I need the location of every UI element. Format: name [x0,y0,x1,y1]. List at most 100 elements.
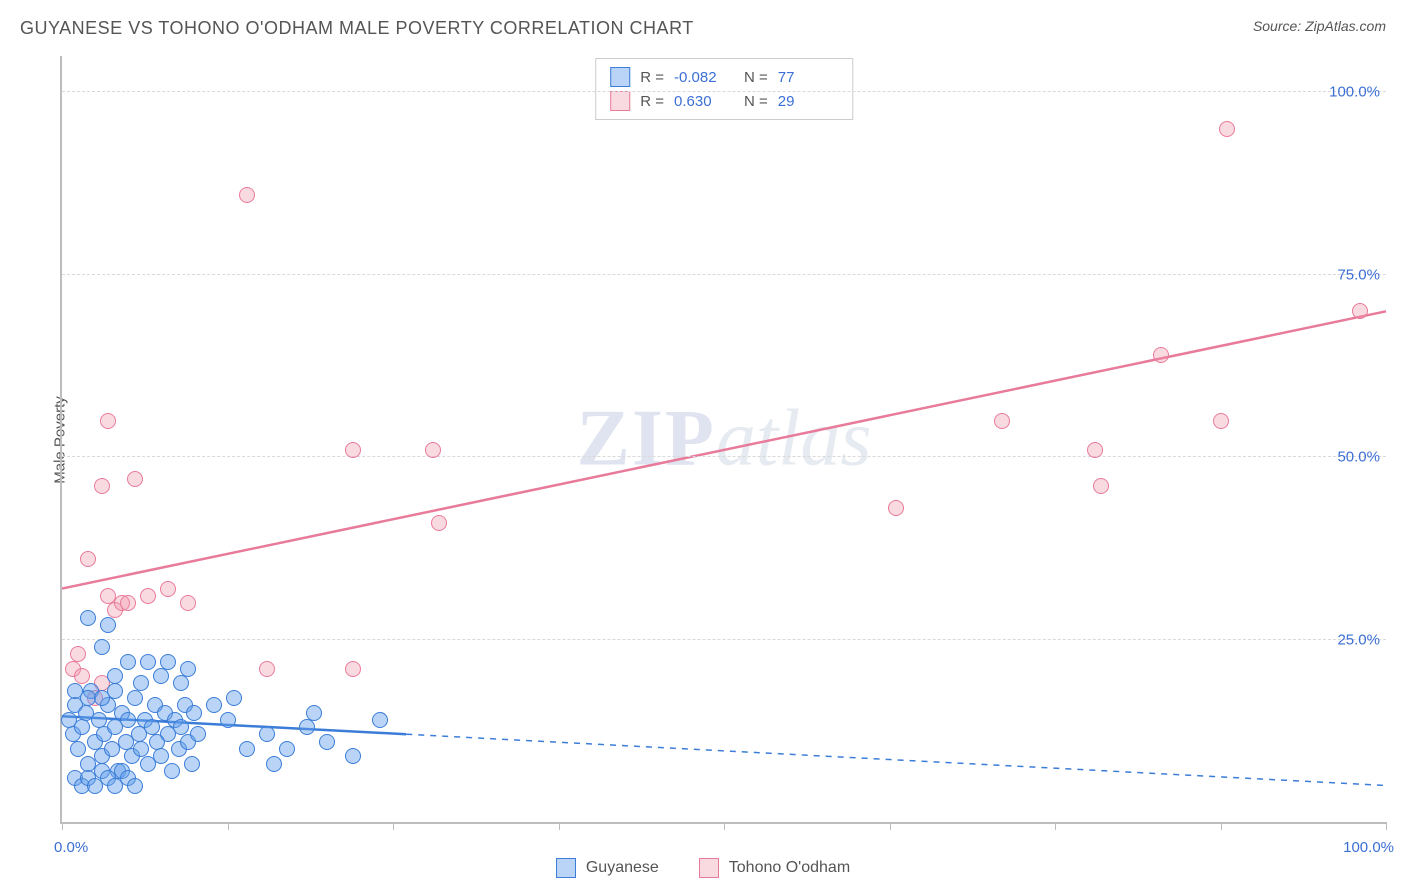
swatch-blue-icon [610,67,630,87]
legend-series: Guyanese Tohono O'odham [0,858,1406,878]
scatter-point-blue [173,719,189,735]
scatter-point-blue [133,675,149,691]
scatter-point-blue [319,734,335,750]
scatter-point-blue [345,748,361,764]
gridline-h [62,456,1386,457]
r-value: -0.082 [674,69,734,86]
scatter-point-blue [306,705,322,721]
scatter-point-blue [80,610,96,626]
gridline-h [62,274,1386,275]
tick-x [1055,822,1056,830]
scatter-point-pink [140,588,156,604]
scatter-point-blue [107,683,123,699]
scatter-point-blue [153,668,169,684]
scatter-point-pink [1213,413,1229,429]
n-value: 77 [778,69,838,86]
n-label: N = [744,93,768,110]
scatter-point-pink [127,471,143,487]
x-axis-max-label: 100.0% [1343,839,1394,856]
tick-x [1221,822,1222,830]
scatter-point-pink [259,661,275,677]
scatter-point-blue [239,741,255,757]
y-tick-label: 50.0% [1327,449,1380,466]
source-attribution: Source: ZipAtlas.com [1253,18,1386,34]
scatter-point-blue [70,741,86,757]
scatter-plot: ZIPatlas R = -0.082 N = 77 R = 0.630 N =… [60,56,1386,824]
tick-x [890,822,891,830]
scatter-point-blue [120,654,136,670]
scatter-point-pink [888,500,904,516]
trend-line-pink [62,311,1386,588]
chart-title: GUYANESE VS TOHONO O'ODHAM MALE POVERTY … [20,18,694,39]
legend-item: Tohono O'odham [699,858,850,878]
source-name: ZipAtlas.com [1305,18,1386,34]
n-value: 29 [778,93,838,110]
gridline-h [62,639,1386,640]
swatch-blue-icon [556,858,576,878]
legend-stats-row: R = 0.630 N = 29 [610,89,838,113]
scatter-point-blue [127,778,143,794]
scatter-point-blue [173,675,189,691]
r-label: R = [640,69,664,86]
scatter-point-blue [127,690,143,706]
scatter-point-pink [1093,478,1109,494]
scatter-point-blue [259,726,275,742]
scatter-point-blue [226,690,242,706]
trend-line-blue-dashed [406,734,1386,785]
scatter-point-blue [74,719,90,735]
gridline-h [62,91,1386,92]
r-label: R = [640,93,664,110]
scatter-point-blue [266,756,282,772]
legend-stats-row: R = -0.082 N = 77 [610,65,838,89]
y-tick-label: 100.0% [1319,84,1380,101]
tick-x [1386,822,1387,830]
tick-x [559,822,560,830]
tick-x [228,822,229,830]
scatter-point-blue [100,617,116,633]
scatter-point-blue [180,661,196,677]
legend-label: Guyanese [586,859,659,877]
y-tick-label: 75.0% [1327,266,1380,283]
tick-x [393,822,394,830]
scatter-point-blue [94,639,110,655]
swatch-pink-icon [699,858,719,878]
scatter-point-pink [431,515,447,531]
swatch-pink-icon [610,91,630,111]
scatter-point-blue [206,697,222,713]
scatter-point-pink [70,646,86,662]
trend-lines-svg [62,56,1386,822]
scatter-point-pink [80,551,96,567]
scatter-point-pink [425,442,441,458]
n-label: N = [744,69,768,86]
scatter-point-pink [120,595,136,611]
scatter-point-pink [239,187,255,203]
scatter-point-pink [94,478,110,494]
scatter-point-blue [299,719,315,735]
tick-x [724,822,725,830]
scatter-point-pink [994,413,1010,429]
scatter-point-blue [279,741,295,757]
scatter-point-pink [160,581,176,597]
scatter-point-blue [186,705,202,721]
scatter-point-blue [160,654,176,670]
x-axis-min-label: 0.0% [54,839,88,856]
scatter-point-pink [1352,303,1368,319]
scatter-point-blue [140,654,156,670]
scatter-point-blue [372,712,388,728]
scatter-point-pink [1219,121,1235,137]
scatter-point-pink [345,661,361,677]
scatter-point-blue [120,712,136,728]
scatter-point-blue [220,712,236,728]
scatter-point-pink [180,595,196,611]
scatter-point-blue [164,763,180,779]
scatter-point-pink [345,442,361,458]
scatter-point-blue [184,756,200,772]
r-value: 0.630 [674,93,734,110]
legend-stats: R = -0.082 N = 77 R = 0.630 N = 29 [595,58,853,120]
scatter-point-pink [1087,442,1103,458]
scatter-point-pink [100,413,116,429]
scatter-point-blue [91,712,107,728]
tick-x [62,822,63,830]
scatter-point-pink [74,668,90,684]
legend-item: Guyanese [556,858,659,878]
